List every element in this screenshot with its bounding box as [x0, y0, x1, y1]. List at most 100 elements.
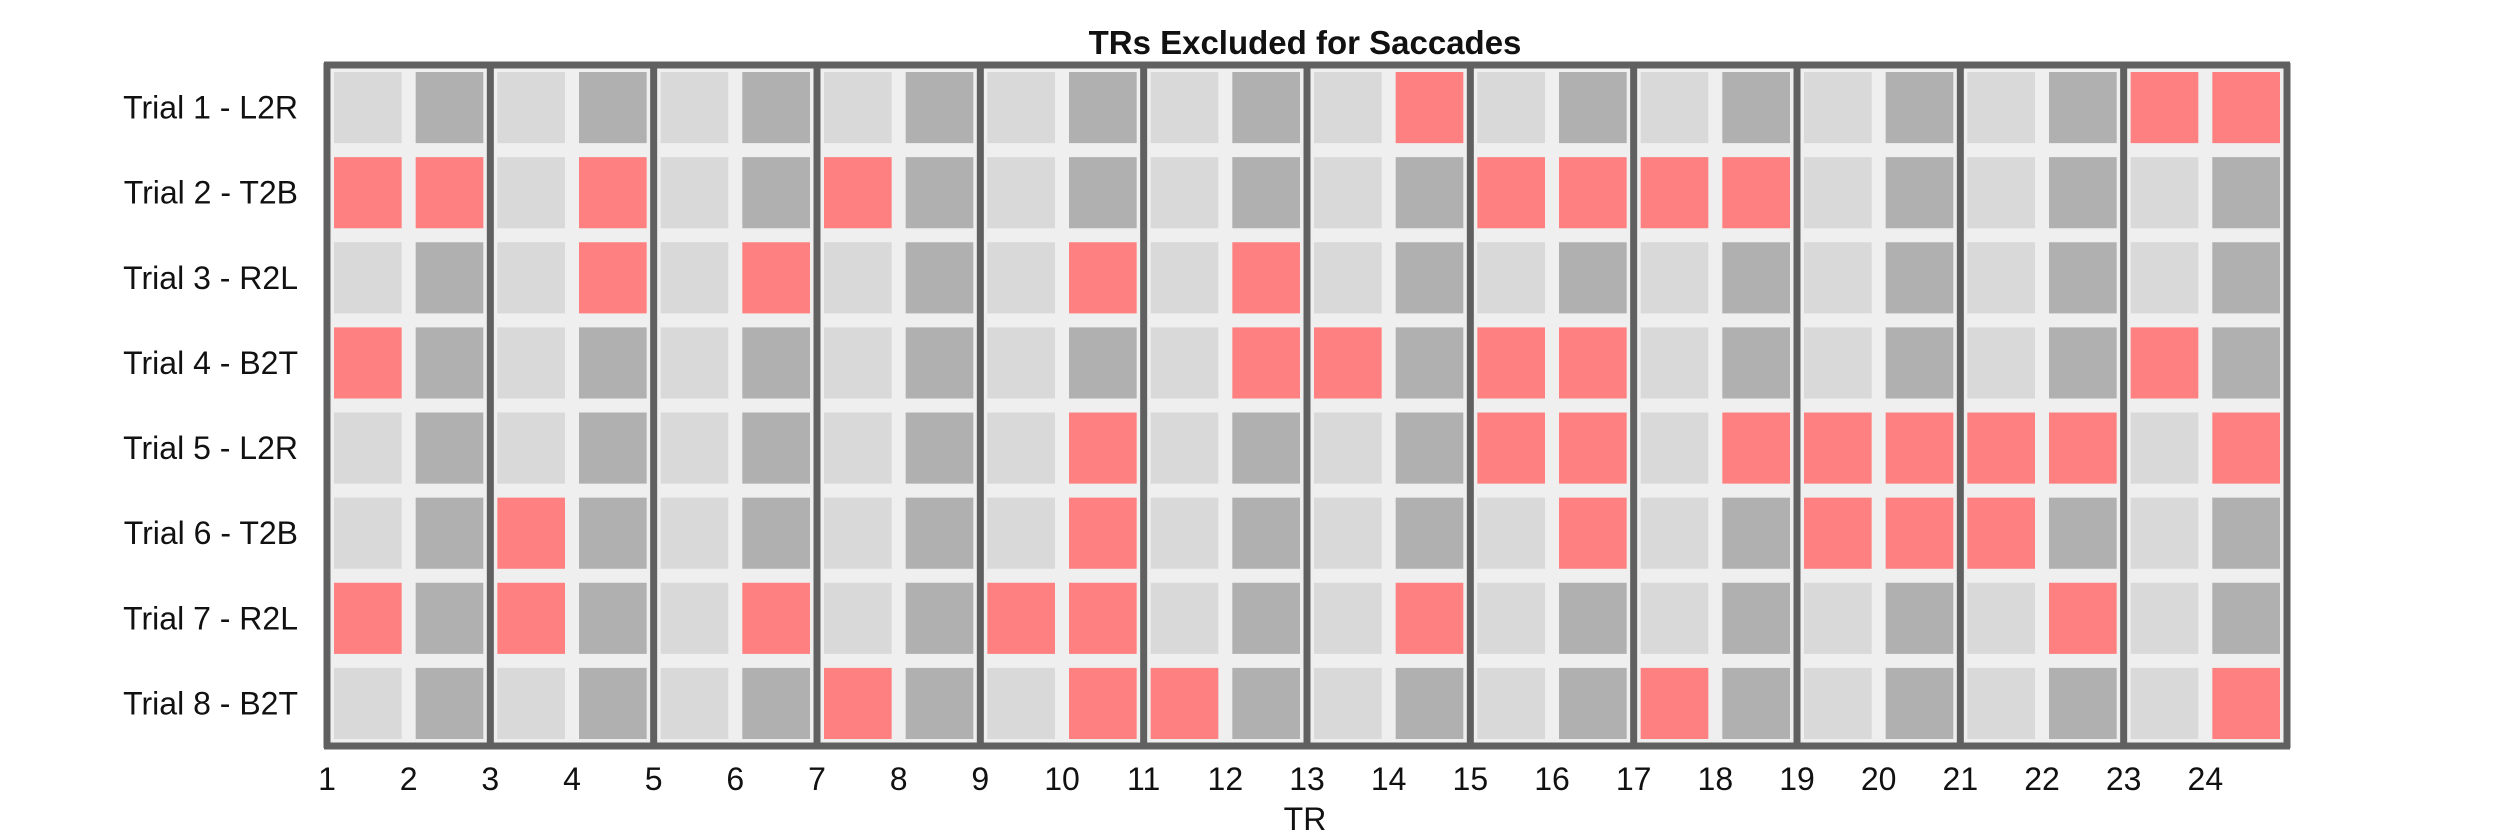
x-tick-label: 15: [1453, 761, 1489, 797]
included-cell: [334, 667, 402, 740]
included-cell: [660, 497, 729, 569]
included-cell: [2130, 412, 2199, 484]
included-cell: [1232, 582, 1300, 654]
excluded-cell: [1885, 497, 1954, 569]
x-tick-label: 9: [971, 761, 989, 797]
included-cell: [1069, 327, 1137, 399]
row-label: Trial 4 - B2T: [123, 345, 298, 381]
included-cell: [2049, 157, 2117, 229]
included-cell: [905, 582, 974, 654]
included-cell: [334, 242, 402, 314]
included-cell: [1722, 497, 1790, 569]
included-cell: [1640, 242, 1709, 314]
x-tick-label: 17: [1616, 761, 1652, 797]
x-tick-label: 21: [1943, 761, 1979, 797]
included-cell: [1885, 667, 1954, 740]
row-label: Trial 2 - T2B: [124, 175, 298, 211]
included-cell: [1150, 157, 1219, 229]
excluded-cell: [579, 242, 647, 314]
included-cell: [2049, 72, 2117, 144]
excluded-cell: [1150, 667, 1219, 740]
x-tick-labels: 1 2 3 4 5 6 7 8 9 10 11 12 13 14 15 16 17 18 19 20 21 22 23 24: [318, 761, 2223, 797]
included-cell: [1314, 242, 1382, 314]
included-cell: [1722, 327, 1790, 399]
included-cell: [1314, 72, 1382, 144]
included-cell: [905, 327, 974, 399]
x-tick-label: 2: [400, 761, 418, 797]
excluded-cell: [1967, 497, 2035, 569]
x-tick-label: 4: [563, 761, 581, 797]
included-cell: [1314, 497, 1382, 569]
included-cell: [1967, 242, 2035, 314]
included-cell: [2130, 667, 2199, 740]
included-cell: [1885, 582, 1954, 654]
trial-dividers: [323, 61, 2291, 750]
excluded-cell: [1314, 327, 1382, 399]
excluded-cell: [1232, 242, 1300, 314]
included-cell: [1232, 72, 1300, 144]
included-cell: [987, 242, 1055, 314]
x-tick-label: 20: [1861, 761, 1897, 797]
excluded-cell: [579, 157, 647, 229]
x-tick-label: 18: [1698, 761, 1734, 797]
included-cell: [660, 242, 729, 314]
included-cell: [2212, 327, 2280, 399]
included-cell: [1477, 667, 1545, 740]
included-cell: [1967, 327, 2035, 399]
included-cell: [987, 72, 1055, 144]
included-cell: [2130, 242, 2199, 314]
included-cell: [1314, 157, 1382, 229]
excluded-cell: [742, 242, 810, 314]
row-label: Trial 1 - L2R: [123, 90, 298, 126]
included-cell: [1314, 412, 1382, 484]
x-tick-label: 6: [726, 761, 744, 797]
excluded-cell: [1069, 582, 1137, 654]
included-cell: [905, 412, 974, 484]
excluded-cell: [1804, 412, 1872, 484]
included-cell: [905, 497, 974, 569]
included-cell: [742, 72, 810, 144]
included-cell: [987, 412, 1055, 484]
included-cell: [415, 667, 484, 740]
included-cell: [2130, 497, 2199, 569]
included-cell: [2049, 497, 2117, 569]
excluded-cell: [987, 582, 1055, 654]
included-cell: [1150, 582, 1219, 654]
included-cell: [1314, 582, 1382, 654]
excluded-cell: [1640, 667, 1709, 740]
included-cell: [1967, 582, 2035, 654]
excluded-cell: [1477, 157, 1545, 229]
included-cell: [660, 327, 729, 399]
included-cell: [1314, 667, 1382, 740]
included-cell: [824, 412, 892, 484]
included-cell: [415, 412, 484, 484]
included-cell: [415, 242, 484, 314]
included-cell: [660, 412, 729, 484]
included-cell: [2049, 327, 2117, 399]
excluded-cell: [497, 497, 565, 569]
excluded-cell: [1232, 327, 1300, 399]
included-cell: [987, 327, 1055, 399]
excluded-cell: [2049, 582, 2117, 654]
included-cell: [415, 72, 484, 144]
included-cell: [1395, 157, 1464, 229]
included-cell: [742, 157, 810, 229]
included-cell: [1722, 72, 1790, 144]
x-tick-label: 23: [2106, 761, 2142, 797]
included-cell: [497, 327, 565, 399]
included-cell: [2130, 157, 2199, 229]
excluded-cell: [415, 157, 484, 229]
included-cell: [742, 327, 810, 399]
excluded-cell: [1967, 412, 2035, 484]
excluded-cell: [2212, 72, 2280, 144]
excluded-cell: [1559, 157, 1627, 229]
excluded-cell: [824, 667, 892, 740]
included-cell: [1722, 582, 1790, 654]
included-cell: [1640, 497, 1709, 569]
excluded-cell: [1477, 327, 1545, 399]
included-cell: [824, 72, 892, 144]
excluded-cell: [1559, 412, 1627, 484]
included-cell: [415, 497, 484, 569]
included-cell: [987, 157, 1055, 229]
